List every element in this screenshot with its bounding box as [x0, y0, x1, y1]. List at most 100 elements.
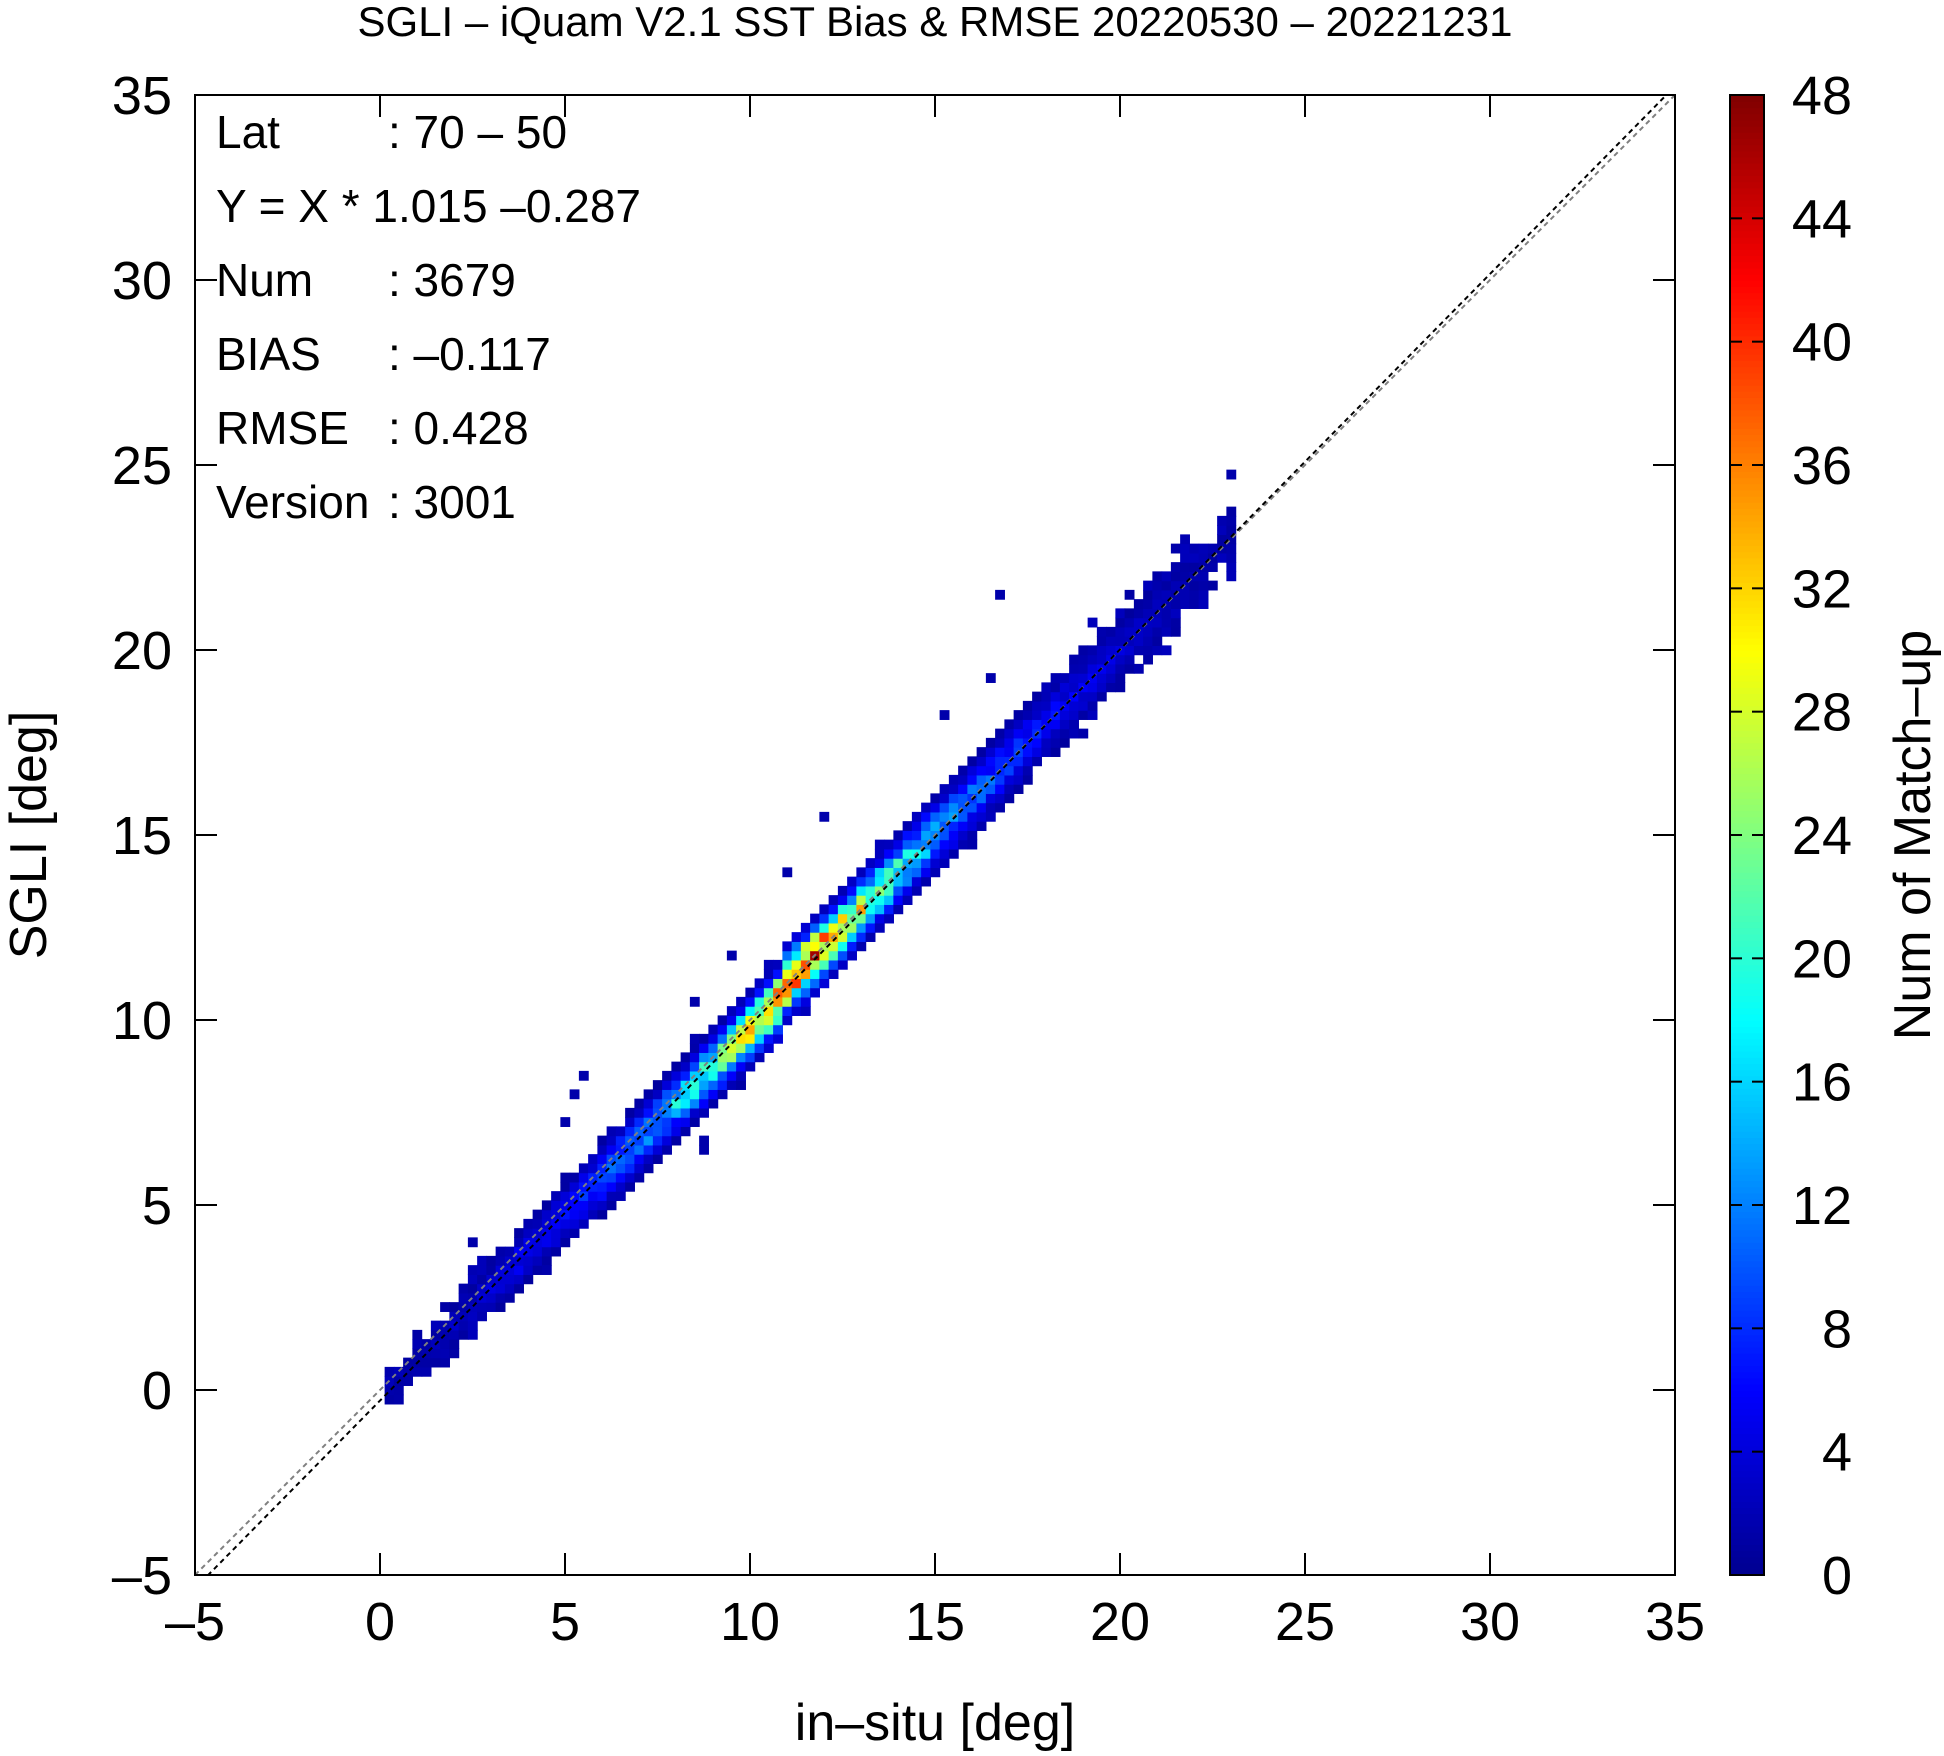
heatmap-cell: [708, 1098, 719, 1109]
heatmap-cell: [671, 1080, 682, 1090]
heatmap-cell: [930, 802, 941, 813]
heatmap-cell: [680, 1052, 691, 1063]
colorbar-segment: [1730, 964, 1764, 972]
colorbar-segment: [1730, 668, 1764, 676]
heatmap-cell: [1161, 608, 1172, 619]
colorbar-segment: [1730, 273, 1764, 281]
heatmap-cell: [828, 959, 839, 970]
heatmap-cell: [967, 756, 978, 767]
heatmap-cell: [967, 765, 978, 776]
colorbar-segment: [1730, 1106, 1764, 1114]
heatmap-cell: [958, 765, 968, 776]
heatmap-cell: [1115, 608, 1126, 619]
heatmap-cell: [995, 793, 1005, 804]
heatmap-cell: [1032, 719, 1042, 730]
heatmap-cell: [578, 1218, 589, 1229]
stat-value: : 70 – 50: [388, 106, 567, 158]
heatmap-cell: [634, 1126, 645, 1137]
heatmap-cell: [948, 821, 959, 831]
colorbar-segment: [1730, 1155, 1764, 1163]
colorbar-segment: [1730, 1550, 1764, 1558]
heatmap-cell: [773, 969, 783, 979]
heatmap-cell: [791, 987, 802, 998]
heatmap-cell: [810, 969, 820, 979]
heatmap-cell: [985, 784, 996, 794]
x-axis-ticks: –5 0 5 10 15 20 25 30 35: [165, 95, 1705, 1652]
colorbar-segment: [1730, 1439, 1764, 1447]
heatmap-cell: [1143, 636, 1153, 646]
colorbar-segment: [1730, 101, 1764, 109]
heatmap-cell: [828, 941, 839, 952]
heatmap-cell: [1041, 691, 1052, 702]
heatmap-cell: [1022, 710, 1033, 720]
stat-value: : –0.117: [388, 328, 551, 380]
heatmap-cell: [699, 1089, 709, 1100]
colorbar-segment: [1730, 693, 1764, 701]
heatmap-cell: [1226, 543, 1237, 554]
colorbar-segment: [1730, 730, 1764, 738]
heatmap-cell: [1180, 599, 1190, 609]
heatmap-cell: [1124, 617, 1135, 628]
heatmap-cell: [948, 848, 959, 859]
heatmap-cell: [773, 1006, 783, 1016]
heatmap-cell: [1050, 728, 1061, 739]
heatmap-cell: [1170, 608, 1181, 619]
heatmap-cell: [958, 811, 968, 822]
heatmap-cell: [1217, 525, 1227, 535]
heatmap-cell: [514, 1265, 524, 1275]
colorbar-segment: [1730, 1279, 1764, 1286]
heatmap-cell: [662, 1126, 672, 1137]
colorbar-segment: [1730, 798, 1764, 805]
colorbar-segment: [1730, 551, 1764, 559]
heatmap-cell: [726, 1052, 737, 1063]
colorbar-segment: [1730, 483, 1764, 491]
heatmap-cell: [782, 987, 793, 998]
heatmap-cell: [930, 867, 941, 878]
colorbar-segment: [1730, 1013, 1764, 1021]
heatmap-cell: [837, 885, 848, 896]
heatmap-cell: [958, 793, 968, 804]
heatmap-cell: [1022, 774, 1033, 785]
heatmap-cell: [532, 1265, 543, 1275]
heatmap-cell: [486, 1292, 497, 1303]
heatmap-cell: [1143, 608, 1153, 619]
colorbar-segment: [1730, 717, 1764, 725]
heatmap-cell: [699, 1033, 709, 1044]
heatmap-cell: [1115, 626, 1126, 637]
colorbar-segment: [1730, 1038, 1764, 1046]
heatmap-cell: [717, 1080, 728, 1090]
colorbar-segment: [1730, 896, 1764, 904]
heatmap-cell: [1096, 682, 1107, 693]
colorbar-segment: [1730, 1488, 1764, 1496]
heatmap-cell: [1180, 589, 1190, 600]
heatmap-cell: [1032, 710, 1042, 720]
y-tick-label: –5: [112, 1546, 172, 1606]
heatmap-cell: [939, 830, 950, 841]
colorbar-segment: [1730, 310, 1764, 318]
heatmap-cell: [560, 1218, 571, 1229]
heatmap-cell: [810, 922, 820, 933]
heatmap-cell: [773, 987, 783, 998]
colorbar-segment: [1730, 1217, 1764, 1225]
heatmap-cell: [680, 1117, 691, 1127]
heatmap-cell: [569, 1209, 580, 1220]
heatmap-cell: [800, 996, 811, 1007]
heatmap-cell: [893, 876, 904, 887]
heatmap-cell: [615, 1172, 626, 1183]
heatmap-cell: [995, 756, 1005, 767]
heatmap-cell: [1143, 599, 1153, 609]
heatmap-cell: [1180, 534, 1190, 545]
colorbar-tick-label: 32: [1792, 559, 1852, 619]
heatmap-cell: [495, 1255, 506, 1266]
colorbar-segment: [1730, 1457, 1764, 1465]
heatmap-cell: [551, 1228, 561, 1238]
colorbar-segment: [1730, 1556, 1764, 1564]
heatmap-cell: [763, 987, 774, 998]
heatmap-cell: [1115, 636, 1126, 646]
colorbar-segment: [1730, 520, 1764, 528]
heatmap-cell: [754, 987, 765, 998]
heatmap-cell: [1124, 626, 1135, 637]
heatmap-cell: [708, 1061, 719, 1072]
colorbar-segment: [1730, 267, 1764, 275]
